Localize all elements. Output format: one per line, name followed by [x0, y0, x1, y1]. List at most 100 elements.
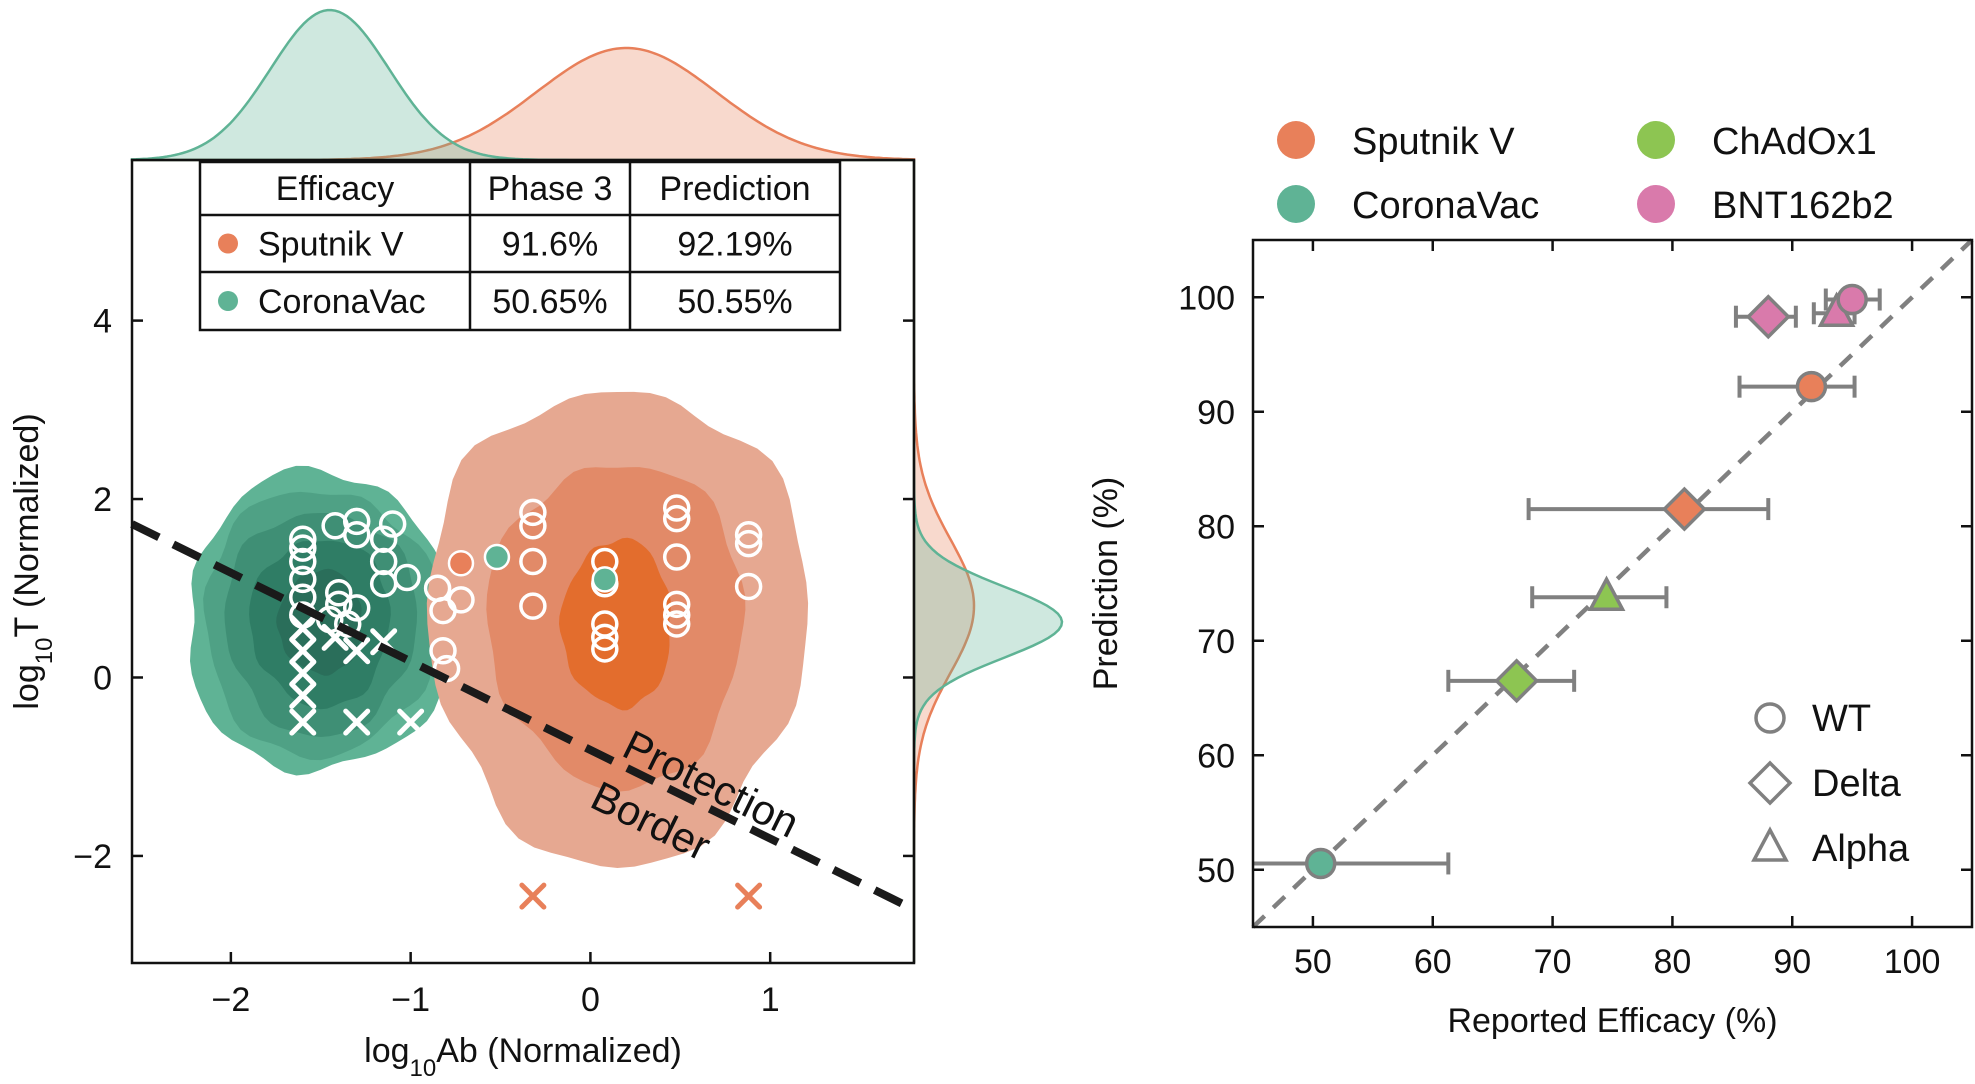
right-marginal-density: [912, 160, 1064, 963]
x-tick-label: 80: [1654, 943, 1692, 981]
identity-line: [1251, 238, 1974, 929]
infected-cross-point: [289, 681, 317, 709]
y-tick-label: 2: [93, 481, 112, 519]
legend-vaccine-label: Sputnik V: [1352, 121, 1515, 163]
legend-variant-label: Alpha: [1812, 828, 1910, 870]
protected-point: [662, 504, 691, 533]
y-tick-label: 50: [1197, 852, 1235, 890]
y-tick-label: 70: [1197, 623, 1235, 661]
table-header: Prediction: [659, 170, 810, 208]
y-tick-label: 0: [93, 659, 112, 697]
y-axis-title: log10T (Normalized): [8, 413, 58, 709]
infected-cross-point: [289, 708, 317, 736]
protected-point: [289, 565, 317, 594]
protected-point: [519, 498, 547, 527]
efficacy-point: [1836, 283, 1868, 316]
legend-variant-label: Delta: [1812, 763, 1902, 805]
sputnik-density-level: [559, 537, 671, 711]
x-tick-label: 1: [761, 981, 780, 1019]
table-row-color-dot: [218, 233, 238, 254]
efficacy-point: [1745, 294, 1791, 340]
table-phase3-value: 91.6%: [502, 226, 598, 264]
protected-point: [342, 594, 371, 622]
protected-point: [519, 547, 547, 576]
legend-variant-marker: [1747, 760, 1793, 806]
protected-point: [289, 547, 317, 576]
protected-point: [378, 510, 407, 538]
infected-cross-point: [289, 659, 317, 687]
highlight-point: [447, 550, 475, 577]
infected-cross-point: [289, 614, 317, 642]
x-tick-label: 100: [1884, 943, 1941, 981]
protected-point: [662, 610, 691, 638]
x-tick-label: 50: [1294, 943, 1332, 981]
protected-point: [662, 601, 691, 629]
protected-point: [734, 529, 763, 558]
x-axis-title: Reported Efficacy (%): [1447, 1002, 1777, 1040]
table-header: Efficacy: [276, 170, 394, 208]
efficacy-point: [1304, 847, 1337, 880]
x-tick-label: 90: [1773, 943, 1811, 981]
legend-vaccine-marker: [1637, 185, 1675, 223]
highlight-point: [483, 543, 511, 571]
table-prediction-value: 92.19%: [677, 226, 792, 264]
protected-point: [591, 623, 619, 652]
efficacy-points: [1253, 283, 1882, 880]
protected-point: [429, 636, 457, 665]
protected-point: [591, 635, 619, 663]
y-tick-label: 90: [1197, 394, 1235, 432]
efficacy-point: [1587, 575, 1626, 611]
x-tick-label: −2: [211, 981, 250, 1019]
infected-cross-point: [397, 708, 425, 736]
efficacy-table: Efficacy Phase 3 Prediction Sputnik V 91.6% 9…: [198, 160, 842, 332]
participant-points: [289, 494, 763, 910]
protected-point: [519, 592, 547, 620]
protected-point: [324, 578, 353, 607]
right-efficacy-plot: Sputnik V ChAdOx1 CoronaVac BNT162b2 WT Delta…: [1087, 121, 1974, 1040]
legend-vaccine-marker: [1637, 121, 1675, 159]
x-tick-label: 70: [1534, 943, 1572, 981]
legend-variant-marker: [1751, 826, 1789, 862]
right-plot-frame: [1251, 238, 1974, 929]
protected-point: [662, 494, 691, 522]
infected-cross-point: [519, 882, 547, 910]
legend-vaccine-label: ChAdOx1: [1712, 121, 1877, 163]
x-tick-label: 0: [581, 981, 600, 1019]
x-tick-label: −1: [391, 981, 430, 1019]
protected-point: [342, 520, 371, 549]
protected-point: [289, 534, 317, 562]
protected-point: [662, 590, 691, 619]
y-tick-label: 60: [1197, 737, 1235, 775]
infected-cross-point: [735, 882, 763, 910]
coronavac-marginal-y: [912, 160, 1064, 963]
table-header: Phase 3: [488, 170, 613, 208]
protection-border-line: [130, 520, 916, 914]
protected-point: [393, 563, 421, 592]
infected-cross-point: [343, 708, 371, 736]
legend-variant-marker: [1754, 702, 1786, 734]
legend-vaccine-marker: [1277, 185, 1315, 223]
legend-vaccine-marker: [1277, 121, 1315, 159]
y-axis-title: Prediction (%): [1087, 477, 1125, 691]
protected-point: [519, 512, 547, 540]
protected-point: [447, 586, 475, 614]
table-row-color-dot: [218, 291, 238, 311]
legend-variant-label: WT: [1812, 698, 1871, 740]
y-tick-label: 80: [1197, 508, 1235, 546]
legend-vaccine-label: BNT162b2: [1712, 185, 1894, 227]
y-tick-label: 4: [93, 303, 112, 341]
efficacy-point: [1661, 486, 1707, 532]
table-phase3-value: 50.65%: [492, 283, 607, 321]
infected-cross-point: [289, 637, 317, 665]
x-axis-title: log10Ab (Normalized): [364, 1032, 682, 1082]
protected-point: [734, 520, 763, 549]
protected-point: [734, 572, 763, 601]
top-marginal-density: [130, 8, 916, 162]
infected-cross-point: [343, 637, 371, 665]
efficacy-point: [1494, 658, 1540, 704]
left-plot-frame: [130, 158, 916, 965]
legend-vaccine-label: CoronaVac: [1352, 185, 1539, 227]
